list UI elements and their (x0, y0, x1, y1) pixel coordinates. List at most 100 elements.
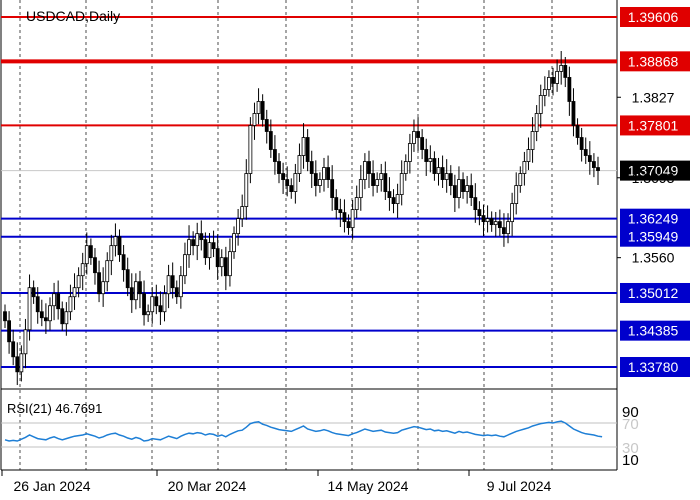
candle (338, 198, 343, 228)
level-tag-text-0: 1.39606 (628, 9, 679, 25)
bear-candle-body (223, 257, 228, 277)
candle (84, 232, 89, 275)
candle (551, 67, 555, 96)
candle (444, 159, 449, 193)
candle (395, 183, 400, 219)
candle (518, 166, 523, 193)
bear-candle-body (342, 212, 347, 223)
level-tag-0 (620, 7, 690, 27)
bull-candle-body (559, 65, 564, 72)
bear-candle-body (330, 179, 335, 198)
candle (240, 194, 245, 228)
rsi-axis-label-0: 90 (622, 404, 639, 421)
bear-candle-body (416, 131, 420, 138)
candle (575, 118, 580, 145)
candle (477, 201, 482, 226)
candle (305, 129, 310, 172)
bear-candle-body (138, 281, 142, 295)
bear-candle-body (31, 287, 36, 298)
candle (379, 163, 384, 192)
bull-candle-body (52, 293, 56, 307)
bull-candle-body (297, 155, 302, 174)
bull-candle-body (219, 257, 224, 268)
bear-candle-body (309, 161, 314, 174)
candle (318, 172, 322, 193)
bear-candle-body (420, 137, 425, 150)
candle (473, 183, 478, 223)
candle (322, 157, 326, 192)
candle (244, 159, 249, 220)
bear-candle-body (39, 311, 44, 319)
bull-candle-body (252, 113, 257, 126)
candle (485, 205, 490, 233)
level-tag-5 (620, 226, 690, 247)
bear-candle-body (93, 257, 97, 274)
candle (215, 234, 220, 280)
bull-candle-body (68, 296, 73, 313)
candle (48, 297, 52, 331)
bear-candle-body (199, 233, 204, 241)
candle (587, 141, 592, 175)
candle (101, 267, 106, 307)
bear-candle-body (596, 167, 600, 171)
bull-candle-body (207, 242, 212, 259)
candle (538, 84, 543, 128)
candle (248, 117, 253, 184)
bear-candle-body (174, 287, 179, 298)
bear-candle-body (203, 239, 208, 259)
candle (142, 280, 146, 326)
bear-candle-body (326, 167, 330, 180)
candle (146, 304, 151, 322)
bear-candle-body (387, 191, 392, 198)
candle (195, 222, 200, 261)
bull-candle-body (428, 158, 433, 162)
candle (223, 246, 228, 291)
bull-candle-body (76, 275, 81, 289)
bull-candle-body (84, 245, 89, 265)
candle (526, 137, 531, 170)
candle (465, 175, 470, 204)
bull-candle-body (244, 173, 249, 207)
candle (199, 220, 204, 251)
level-tag-text-3: 1.37049 (628, 163, 679, 179)
candle (383, 161, 388, 200)
candle (469, 173, 474, 206)
bull-candle-body (379, 173, 384, 180)
chart-title: USDCAD,Daily (26, 8, 120, 24)
candle (219, 249, 224, 277)
candle (133, 273, 138, 310)
bull-candle-body (493, 221, 498, 226)
candle (52, 282, 56, 321)
candle (162, 285, 167, 322)
bull-candle-body (510, 203, 515, 223)
candle (273, 135, 277, 175)
candle (579, 127, 584, 162)
bear-candle-body (191, 239, 196, 247)
bear-candle-body (3, 311, 7, 322)
bear-candle-body (448, 173, 453, 186)
candle (596, 156, 600, 185)
candle (109, 234, 114, 276)
bull-candle-body (162, 293, 167, 313)
bull-candle-body (350, 209, 355, 229)
bear-candle-body (7, 320, 11, 343)
candle (567, 66, 572, 116)
bear-candle-body (215, 248, 220, 268)
candle (416, 117, 420, 151)
bull-candle-body (555, 71, 560, 84)
bull-candle-body (534, 113, 539, 132)
candle (264, 109, 269, 144)
candle (428, 145, 433, 173)
time-axis-label-3: 9 Jul 2024 (487, 478, 552, 494)
level-tag-text-2: 1.37801 (628, 117, 679, 133)
rsi-title: RSI(21) 46.7691 (7, 401, 102, 416)
time-axis-label-2: 14 May 2024 (328, 478, 409, 494)
level-tag-6 (620, 282, 690, 303)
candle (342, 199, 347, 233)
bear-candle-body (35, 296, 40, 313)
level-tag-1 (620, 51, 690, 72)
bull-candle-body (522, 161, 527, 174)
bear-candle-body (117, 236, 122, 256)
candle (371, 160, 375, 197)
